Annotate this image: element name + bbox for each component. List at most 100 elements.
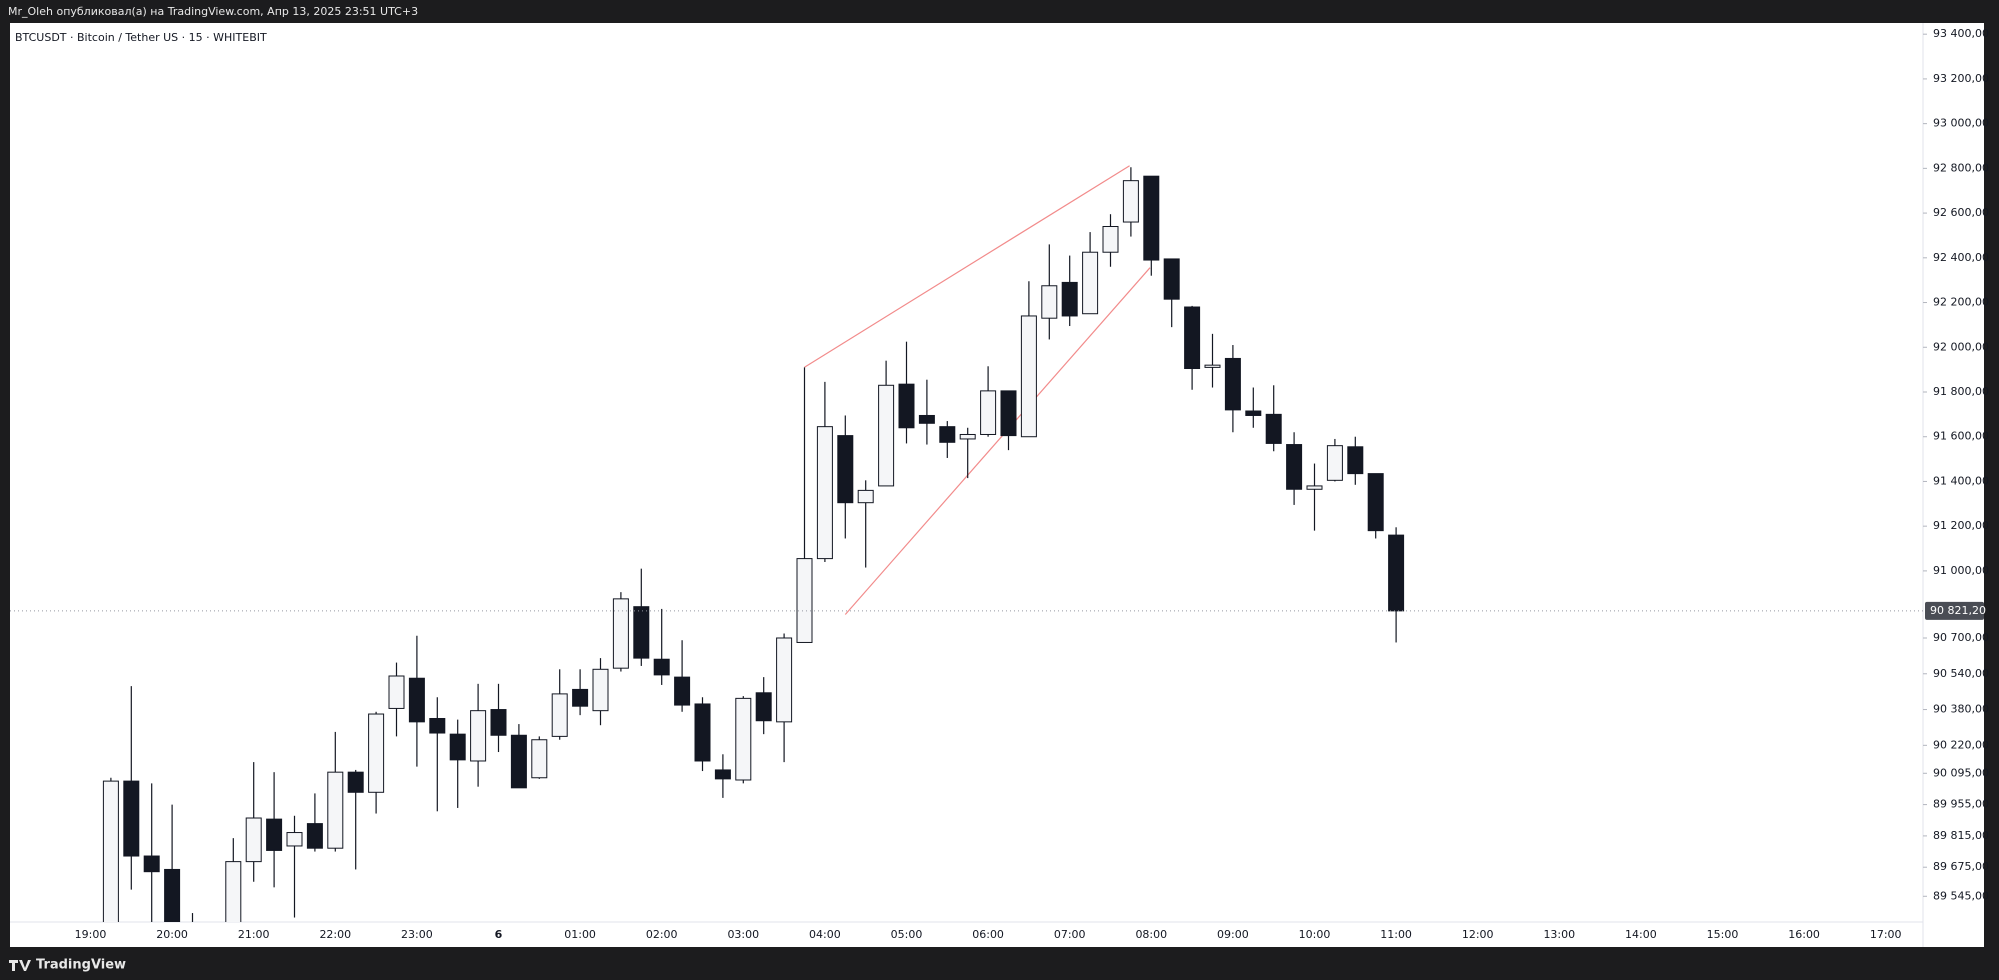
candle-body [490,709,507,736]
candle-body [1347,446,1364,475]
x-tick-label: 03:00 [727,928,759,941]
candle-body [1388,534,1405,612]
candle-body [776,637,793,723]
y-tick-label: 92 200,00 [1933,296,1989,309]
candle-body [102,780,119,922]
footer: TradingView [9,958,126,973]
candle-body [1122,180,1139,223]
x-tick-label: 16:00 [1788,928,1820,941]
y-tick-label: 90 540,00 [1933,667,1989,680]
candle-body [470,710,487,762]
y-tick-label: 91 000,00 [1933,564,1989,577]
y-tick-label: 89 545,00 [1933,889,1989,902]
candle-body [612,598,629,669]
candle-body [918,414,935,424]
candle-body [1286,444,1303,490]
candle-body [1163,258,1180,300]
candle-body [327,771,344,849]
x-tick-label: 07:00 [1054,928,1086,941]
x-tick-label: 12:00 [1462,928,1494,941]
x-tick-label: 04:00 [809,928,841,941]
trend-line [844,267,1151,615]
candle-body [1204,364,1221,368]
y-tick-label: 93 200,00 [1933,72,1989,85]
y-tick-label: 90 220,00 [1933,738,1989,751]
y-tick-label: 89 955,00 [1933,798,1989,811]
y-tick-label: 91 400,00 [1933,474,1989,487]
candle-body [143,855,160,873]
x-tick-label: 13:00 [1543,928,1575,941]
candle-body [164,868,181,922]
x-tick-label: 14:00 [1625,928,1657,941]
candle-body [1265,413,1282,444]
candle-body [857,489,874,504]
candle-body [1306,485,1323,490]
candle-body [388,675,405,709]
candle-body [878,384,895,487]
y-tick-label: 89 815,00 [1933,829,1989,842]
candle-body [225,861,242,922]
x-tick-label: 05:00 [891,928,923,941]
candle-body [653,658,670,676]
header-text: Mr_Oleh опубликовал(а) на TradingView.co… [8,5,418,18]
x-tick-label: 17:00 [1870,928,1902,941]
candle-body [368,713,385,793]
x-tick-label: 10:00 [1299,928,1331,941]
candle-body [694,703,711,762]
candle-body [755,692,772,722]
candle-body [837,435,854,504]
x-tick-label: 23:00 [401,928,433,941]
x-tick-label: 02:00 [646,928,678,941]
current-price-box [1925,601,1984,620]
x-tick-label: 21:00 [238,928,270,941]
candle-body [1000,390,1017,437]
y-tick-label: 90 095,00 [1933,766,1989,779]
candle-body [510,734,527,789]
candle-body [980,390,997,435]
x-tick-label: 20:00 [156,928,188,941]
candle-body [449,733,466,761]
drawings [804,165,1151,615]
y-tick-label: 93 400,00 [1933,27,1989,40]
candle-body [796,558,813,643]
candle-body [572,688,589,707]
y-tick-label: 90 700,00 [1933,631,1989,644]
y-tick-label: 92 400,00 [1933,251,1989,264]
candle-body [531,739,548,779]
plot [102,167,1405,922]
y-tick-label: 91 200,00 [1933,519,1989,532]
chart-title: BTCUSDT · Bitcoin / Tether US · 15 · WHI… [15,31,267,44]
x-tick-label: 15:00 [1707,928,1739,941]
candle-body [408,677,425,723]
y-tick-label: 91 800,00 [1933,385,1989,398]
candle-body [245,817,262,863]
y-tick-label: 92 000,00 [1933,340,1989,353]
candle-body [1224,357,1241,411]
candle-body [1326,445,1343,481]
candle-body [592,668,609,712]
candle-body [551,693,568,737]
candle-body [939,426,956,443]
y-tick-label: 91 600,00 [1933,430,1989,443]
candle-body [816,426,833,560]
candle-body [674,676,691,706]
trend-line [804,165,1130,368]
candle-body [266,818,283,851]
x-tick-label: 19:00 [75,928,107,941]
candle-body [1102,226,1119,253]
y-tick-label: 90 380,00 [1933,703,1989,716]
chart-area [10,23,1984,947]
candle-body [429,717,446,734]
candle-body [1020,315,1037,438]
x-tick-label: 22:00 [319,928,351,941]
x-tick-label: 6 [495,928,503,941]
footer-brand: TradingView [36,958,126,973]
candle-body [347,771,364,793]
candle-body [1184,306,1201,370]
x-tick-label: 08:00 [1135,928,1167,941]
candle-body [1143,175,1160,261]
x-tick-label: 11:00 [1380,928,1412,941]
current-price-label: 90 821,20 [1930,604,1986,617]
